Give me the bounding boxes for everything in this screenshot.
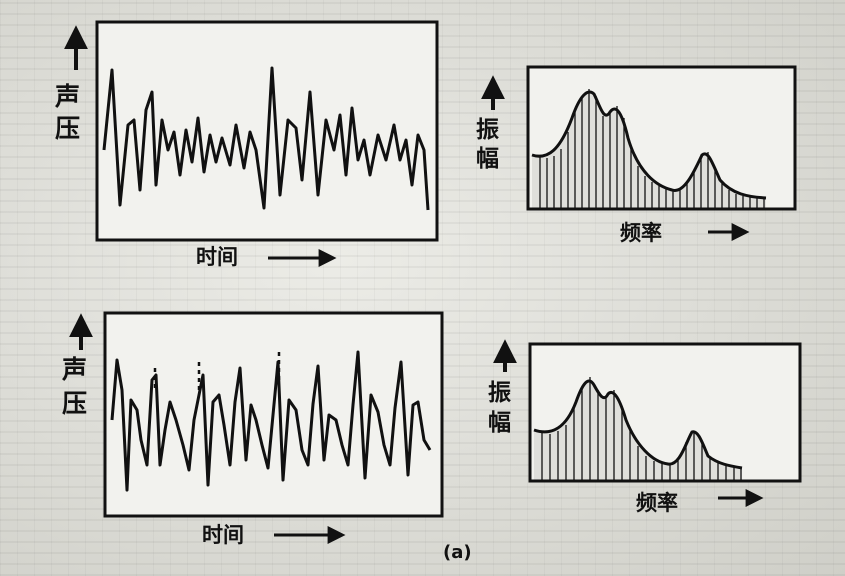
amplitude-char-2: 幅	[476, 146, 499, 172]
bottom-frequency-axis-label: 频率	[636, 489, 764, 515]
bottom-spectrum-frame	[528, 342, 802, 483]
bottom-spectrum-hatching	[541, 377, 742, 480]
bottom-time-axis-label: 时间	[202, 523, 346, 547]
time-label: 时间	[202, 523, 244, 547]
bottom-spectrum-area	[534, 381, 742, 480]
top-spectrum-panel	[526, 65, 797, 211]
top-waveform-trace	[102, 66, 430, 211]
amplitude-char-1: 振	[488, 379, 511, 406]
bottom-waveform-trace	[110, 350, 432, 492]
frequency-label: 频率	[620, 221, 662, 245]
top-pressure-axis-label: 声 压	[55, 25, 88, 143]
amplitude-char-1: 振	[476, 116, 499, 143]
figure-caption: (a)	[443, 542, 472, 563]
amplitude-char-2: 幅	[488, 410, 511, 436]
bottom-spectrum-panel	[528, 342, 802, 483]
top-waveform-panel	[95, 20, 439, 242]
pressure-char-2: 压	[62, 389, 87, 418]
top-time-axis-label: 时间	[196, 245, 337, 269]
pressure-char-1: 声	[62, 355, 87, 384]
top-spectrum-hatching	[539, 89, 765, 208]
frequency-label: 频率	[636, 491, 678, 515]
top-spectrum-envelope	[531, 90, 767, 200]
pressure-char-1: 声	[55, 82, 80, 111]
pressure-char-2: 压	[55, 114, 80, 143]
bottom-spectrum-envelope	[533, 379, 743, 470]
bottom-amplitude-axis-label: 振 幅	[488, 339, 517, 436]
bottom-waveform-panel	[103, 311, 444, 518]
bottom-pressure-axis-label: 声 压	[62, 313, 93, 418]
top-frequency-axis-label: 频率	[620, 221, 750, 245]
top-amplitude-axis-label: 振 幅	[476, 75, 505, 172]
time-label: 时间	[196, 245, 238, 269]
bottom-waveform-dash-marks	[153, 352, 281, 392]
